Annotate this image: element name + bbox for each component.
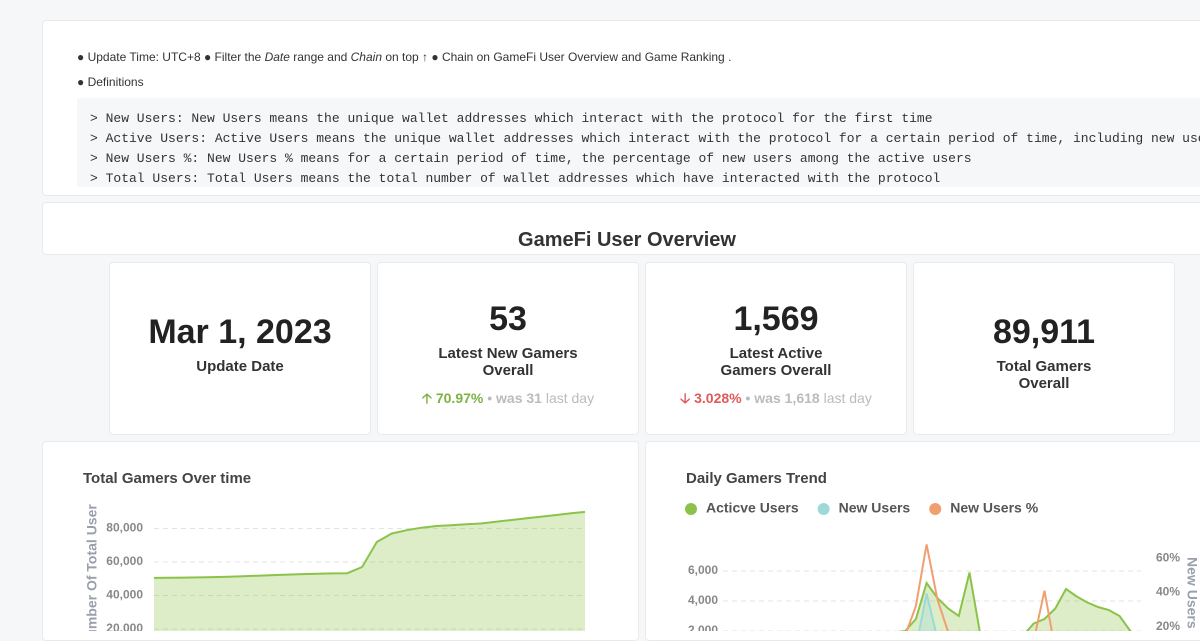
legend-marker (685, 503, 697, 515)
kpi-value: 89,911 (992, 313, 1096, 351)
legend-label: New Users (839, 500, 911, 516)
kpi-value: Mar 1, 2023 (148, 313, 332, 351)
chart-title: Daily Gamers Trend (686, 470, 827, 487)
change-value: 3.028% (694, 390, 742, 406)
kpi-card: 1,569 Latest Active Gamers Overall 🡣 3.0… (645, 262, 907, 435)
note-text: Chain (350, 50, 382, 64)
area-fill (154, 511, 585, 631)
series-line (905, 544, 1053, 631)
kpi-value: 53 (489, 300, 527, 338)
definition: > Total Users: Total Users means the tot… (90, 171, 941, 186)
notes-card: ● Update Time: UTC+8 ● Filter the Date r… (42, 20, 1200, 196)
legend-marker (929, 503, 942, 515)
definitions-block: > New Users: New Users means the unique … (77, 98, 1200, 187)
legend-marker (817, 503, 830, 515)
kpi-label: Latest Active Gamers Overall (720, 345, 832, 379)
update-note: ● Update Time: UTC+8 ● Filter the Date r… (77, 50, 731, 64)
y2-tick-label: 40% (1156, 585, 1180, 599)
arrow-down-icon: 🡣 (680, 390, 691, 406)
definition: > Active Users: Active Users means the u… (90, 131, 1200, 146)
y-tick-label: 80,000 (106, 521, 143, 535)
definitions-label: ● Definitions (77, 75, 144, 89)
note-text: ● Update Time: UTC+8 ● Filter the (77, 50, 265, 64)
section-card: GameFi User Overview (42, 202, 1200, 255)
kpi-label: Update Date (196, 358, 284, 375)
kpi-change: 🡣 3.028% • was 1,618 last day (646, 388, 906, 412)
arrow-up-icon: 🡡 (421, 390, 432, 406)
note-text: on top ↑ ● Chain on GameFi User Overview… (382, 50, 732, 64)
previous-value: • was 31 (487, 390, 542, 406)
y-tick-label: 60,000 (106, 554, 143, 568)
kpi-change: 🡡 70.97% • was 31 last day (378, 388, 638, 412)
chart-card: Total Gamers Over time Number Of Total Us… (42, 441, 639, 641)
chart: Total Gamers Over time Number Of Total Us… (83, 470, 586, 631)
y-axis-label: Number Of Total User (84, 504, 100, 631)
y-tick-label: 40,000 (106, 588, 143, 602)
change-value: 70.97% (435, 390, 484, 406)
y2-axis-label: New Users % (1184, 557, 1200, 631)
chart-card: Daily Gamers Trend New Users % 2,000 4,000 6… (645, 441, 1200, 641)
section-title: GameFi User Overview (518, 229, 736, 251)
area-fill (919, 593, 936, 631)
y-tick-label: 20,000 (106, 621, 143, 631)
kpi-label: Latest New Gamers Overall (438, 345, 578, 379)
note-text: range and (289, 50, 351, 64)
period: last day (823, 390, 872, 406)
legend-label: Acticve Users (706, 500, 799, 516)
y-tick-label: 6,000 (688, 563, 718, 577)
y2-tick-label: 20% (1156, 619, 1180, 631)
definition: > New Users %: New Users % means for a c… (90, 151, 972, 166)
legend-label: New Users % (950, 500, 1038, 516)
series-line (153, 510, 586, 579)
y-tick-label: 2,000 (688, 623, 718, 631)
y2-tick-label: 60% (1156, 550, 1180, 564)
kpi-card: 53 Latest New Gamers Overall 🡡 70.97% • … (377, 262, 639, 435)
series-line (918, 593, 937, 631)
kpi-card: 89,911 Total Gamers Overall (913, 262, 1175, 435)
chart-title: Total Gamers Over time (83, 470, 251, 487)
note-text: Date (264, 50, 290, 64)
kpi-label: Total Gamers Overall (996, 358, 1092, 392)
area-fill (905, 572, 1131, 631)
kpi-value: 1,569 (733, 300, 819, 338)
previous-value: • was 1,618 (745, 390, 820, 406)
series-line (897, 572, 1133, 631)
definition: > New Users: New Users means the unique … (90, 111, 933, 126)
period: last day (545, 390, 595, 406)
kpi-card: Mar 1, 2023 Update Date (109, 262, 371, 435)
y-tick-label: 4,000 (688, 593, 718, 607)
chart: Daily Gamers Trend New Users % 2,000 4,000 6… (685, 470, 1200, 631)
